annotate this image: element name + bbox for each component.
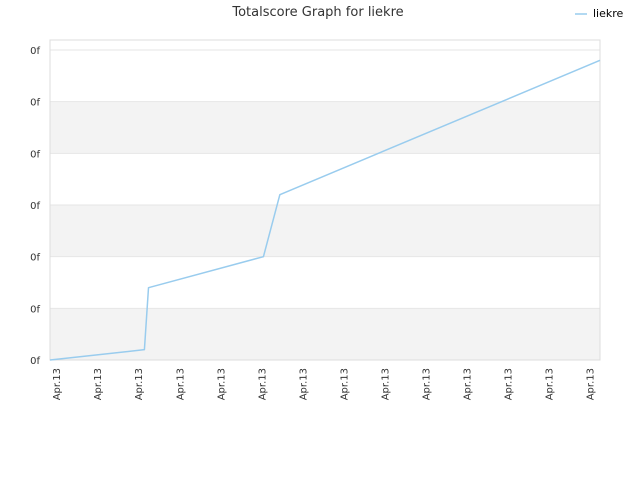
plot-bands bbox=[50, 40, 600, 360]
x-tick-label: Apr.13 bbox=[422, 368, 433, 400]
grid-lines bbox=[50, 49, 600, 361]
plot-band bbox=[50, 40, 600, 102]
x-tick-label: Apr.13 bbox=[504, 368, 515, 400]
x-tick-label: Apr.13 bbox=[134, 368, 145, 400]
plot-band bbox=[50, 308, 600, 360]
x-axis-ticks: Apr.13 Apr.13 Apr.13 Apr.13 Apr.13 Apr.13 Apr.… bbox=[52, 368, 597, 400]
y-tick-label: 0f bbox=[30, 253, 40, 264]
series-line-liekre bbox=[49, 59, 601, 361]
x-tick-label: Apr.13 bbox=[257, 368, 268, 400]
plot-band bbox=[50, 256, 600, 309]
plot-band bbox=[50, 205, 600, 257]
y-tick-label: 0f bbox=[30, 201, 40, 212]
x-tick-label: Apr.13 bbox=[463, 368, 474, 400]
plot-frame bbox=[49, 39, 601, 361]
x-tick-label: Apr.13 bbox=[381, 368, 392, 400]
y-tick-label: 0f bbox=[30, 304, 40, 315]
x-tick-label: Apr.13 bbox=[93, 368, 104, 400]
x-tick-label: Apr.13 bbox=[339, 368, 350, 400]
x-tick-label: Apr.13 bbox=[52, 368, 63, 400]
x-tick-label: Apr.13 bbox=[298, 368, 309, 400]
x-tick-label: Apr.13 bbox=[545, 368, 556, 400]
x-tick-label: Apr.13 bbox=[586, 368, 597, 400]
plot-band bbox=[50, 101, 600, 154]
series-group bbox=[49, 59, 601, 361]
plot-band bbox=[50, 153, 600, 205]
y-tick-label: 0f bbox=[30, 356, 40, 367]
y-tick-label: 0f bbox=[30, 98, 40, 109]
x-tick-label: Apr.13 bbox=[216, 368, 227, 400]
y-tick-label: 0f bbox=[30, 149, 40, 160]
y-tick-label: 0f bbox=[30, 46, 40, 57]
y-axis-ticks: 0f 0f 0f 0f 0f 0f 0f bbox=[30, 46, 40, 367]
chart-title: Totalscore Graph for liekre bbox=[231, 5, 403, 20]
legend-label-liekre: liekre bbox=[593, 7, 624, 20]
legend[interactable]: liekre bbox=[575, 7, 624, 20]
x-tick-label: Apr.13 bbox=[175, 368, 186, 400]
